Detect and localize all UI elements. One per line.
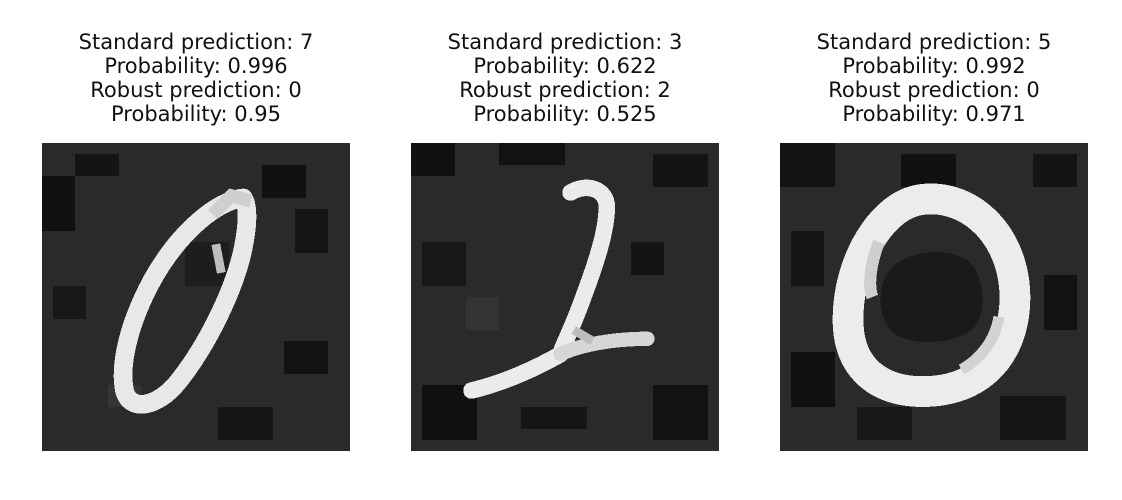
- robust-prediction-label: Robust prediction: 0: [90, 78, 302, 102]
- panel-1-title: Standard prediction: 7 Probability: 0.99…: [42, 30, 350, 126]
- standard-probability-label: Probability: 0.992: [842, 54, 1026, 78]
- panel-3-title: Standard prediction: 5 Probability: 0.99…: [780, 30, 1088, 126]
- panel-1: Standard prediction: 7 Probability: 0.99…: [42, 30, 350, 451]
- standard-prediction-label: Standard prediction: 7: [78, 30, 314, 54]
- robust-prediction-label: Robust prediction: 2: [459, 78, 671, 102]
- panel-2: Standard prediction: 3 Probability: 0.62…: [411, 30, 719, 451]
- robust-probability-label: Probability: 0.525: [473, 102, 657, 126]
- standard-prediction-label: Standard prediction: 3: [447, 30, 683, 54]
- standard-prediction-label: Standard prediction: 5: [816, 30, 1052, 54]
- panel-3: Standard prediction: 5 Probability: 0.99…: [780, 30, 1088, 451]
- robust-prediction-label: Robust prediction: 0: [828, 78, 1040, 102]
- digit-image: [411, 143, 719, 451]
- panel-2-title: Standard prediction: 3 Probability: 0.62…: [411, 30, 719, 126]
- standard-probability-label: Probability: 0.622: [473, 54, 657, 78]
- digit-image: [780, 143, 1088, 451]
- digit-image: [42, 143, 350, 451]
- robust-probability-label: Probability: 0.95: [111, 102, 281, 126]
- robust-probability-label: Probability: 0.971: [842, 102, 1026, 126]
- standard-probability-label: Probability: 0.996: [104, 54, 288, 78]
